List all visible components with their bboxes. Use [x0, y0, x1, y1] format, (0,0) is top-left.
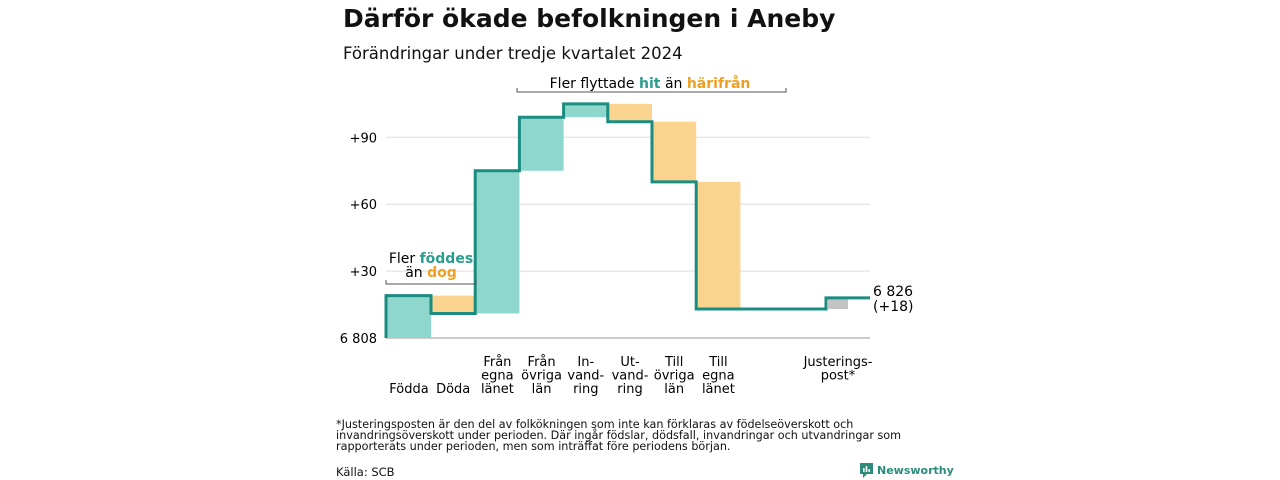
footnote: *Justeringsposten är den del av folkökni…: [336, 418, 902, 453]
chart-subtitle: Förändringar under tredje kvartalet 2024: [343, 44, 683, 63]
waterfall-bar: [519, 117, 564, 171]
y-tick-label: +90: [350, 131, 377, 146]
x-category-label: Ut-vand-ring: [612, 355, 649, 397]
source-label: Källa: SCB: [336, 465, 395, 479]
migration-out-highlight: härifrån: [687, 75, 751, 92]
births-annotation: Fler föddes än dog: [385, 251, 477, 285]
births-annotation-text: Fler: [389, 251, 416, 267]
y-tick-label: +60: [350, 198, 377, 213]
x-category-label: Från egna länet: [481, 355, 514, 397]
x-category-label: Födda: [389, 382, 428, 397]
y-tick-label: +30: [350, 265, 377, 280]
births-highlight: föddes: [420, 251, 474, 267]
newsworthy-label: Newsworthy: [877, 464, 954, 477]
waterfall-bar: [563, 103, 608, 118]
newsworthy-logo: Newsworthy: [860, 463, 954, 478]
migration-annotation-text-2: än: [665, 76, 682, 92]
x-category-label: Döda: [436, 382, 470, 397]
migration-annotation: Fler flyttade hit än härifrån: [516, 75, 787, 93]
migration-bracket: [516, 88, 787, 93]
waterfall-bar: [828, 297, 848, 310]
x-category-label: Till övriga län: [654, 355, 695, 397]
x-category-label: In-vand-ring: [567, 355, 604, 397]
waterfall-bar: [696, 181, 741, 310]
births-annotation-text-2: än: [405, 265, 422, 281]
newsworthy-icon: [860, 463, 873, 478]
x-category-label: Från övriga län: [521, 355, 562, 397]
migration-annotation-text: Fler flyttade: [550, 76, 635, 92]
svg-text:Fler föddes: Fler föddes: [389, 251, 473, 267]
end-value-label: 6 826: [873, 284, 913, 300]
waterfall-bar: [652, 121, 697, 182]
svg-text:Fler flyttade hit: Fler flyttade hit än härifrån: [550, 75, 751, 92]
end-change-label: (+18): [873, 299, 913, 315]
cumulative-step-line: [384, 102, 870, 338]
svg-text:än dog: än dog: [405, 265, 457, 281]
waterfall-bar: [608, 103, 652, 122]
chart-title: Därför ökade befolkningen i Aneby: [343, 4, 836, 33]
deaths-highlight: dog: [427, 265, 457, 281]
waterfall-bar: [387, 295, 431, 338]
x-category-label: Justerings-post*: [803, 355, 873, 384]
migration-in-highlight: hit: [639, 76, 661, 92]
births-bracket: [385, 280, 477, 285]
waterfall-bar: [475, 170, 520, 314]
waterfall-bar: [431, 295, 476, 314]
waterfall-chart: 6 808 +30 +60 +90 Födda Döda Från egna länetFrå…: [340, 75, 914, 397]
y-tick-label: 6 808: [340, 332, 377, 347]
x-category-label: Till egna länet: [702, 355, 735, 397]
